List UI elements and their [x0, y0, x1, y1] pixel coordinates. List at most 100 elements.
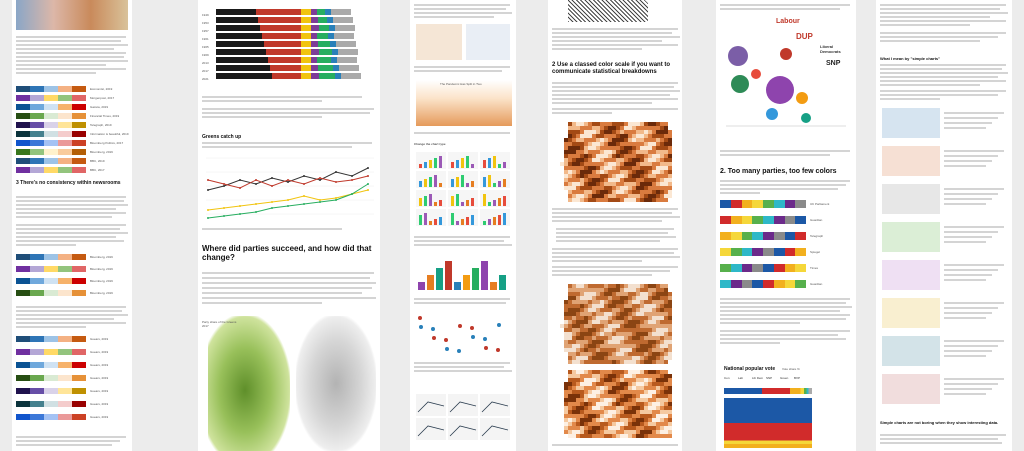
text-line: [202, 228, 342, 230]
county-cell: [648, 304, 652, 308]
palette-swatch: [741, 200, 753, 208]
article-column-4: 2 Use a classed color scale if you want …: [548, 0, 682, 451]
colored-bars-chart: [418, 261, 506, 290]
county-cell: [620, 398, 624, 402]
swatch-color: [44, 266, 58, 272]
bar-segment: [333, 65, 339, 71]
swatch-color: [30, 414, 44, 420]
county-cell: [624, 418, 628, 422]
palette-swatch: [784, 280, 796, 288]
county-cell: [592, 162, 596, 166]
county-cell: [612, 158, 616, 162]
county-cell: [656, 370, 660, 374]
thumb-bar: [419, 198, 422, 206]
county-cell: [568, 426, 572, 430]
county-cell: [628, 340, 632, 344]
text-line: [944, 350, 992, 352]
palette-swatch: [720, 264, 731, 272]
swatch-color: [30, 290, 44, 296]
county-cell: [568, 434, 572, 438]
county-cell: [660, 378, 664, 382]
swatch-color: [30, 336, 44, 342]
county-cell: [648, 300, 652, 304]
text-line: [720, 318, 846, 320]
county-cell: [652, 426, 656, 430]
bar-segment: [256, 9, 301, 15]
text-line: [556, 228, 674, 230]
county-cell: [576, 194, 580, 198]
county-cell: [640, 138, 644, 142]
text-line: [202, 292, 362, 294]
text-line: [880, 4, 1006, 6]
county-cell: [616, 186, 620, 190]
county-cell: [572, 390, 576, 394]
county-cell: [632, 304, 636, 308]
county-cell: [572, 332, 576, 336]
text-line: [880, 434, 1006, 436]
county-cell: [604, 320, 608, 324]
county-cell: [632, 418, 636, 422]
thumb-bar: [493, 156, 496, 168]
county-cell: [588, 360, 592, 364]
county-cell: [568, 174, 572, 178]
county-cell: [608, 430, 612, 434]
county-cell: [620, 174, 624, 178]
county-cell: [584, 434, 588, 438]
thumb-bar: [488, 202, 491, 206]
county-cell: [616, 284, 620, 288]
county-cell: [660, 410, 664, 414]
palette-swatch: [720, 216, 731, 224]
county-cell: [608, 370, 612, 374]
text-line: [552, 208, 678, 210]
county-cell: [628, 410, 632, 414]
county-cell: [600, 434, 604, 438]
county-cell: [632, 336, 636, 340]
county-cell: [668, 316, 672, 320]
text-line: [944, 122, 992, 124]
text-line: [720, 314, 850, 316]
text-line: [944, 302, 1004, 304]
county-cell: [624, 284, 628, 288]
poll-subtitle: Vote share %: [782, 367, 800, 371]
county-cell: [640, 182, 644, 186]
county-cell: [664, 162, 668, 166]
county-cell: [648, 170, 652, 174]
article-column-6: What I mean by "simple charts" Simple ch…: [876, 0, 1012, 451]
county-cell: [608, 348, 612, 352]
county-cell: [620, 370, 624, 374]
county-cell: [576, 190, 580, 194]
poll-party-label: Con: [724, 376, 730, 380]
county-cell: [600, 336, 604, 340]
county-cell: [664, 390, 668, 394]
swatch-color: [58, 362, 72, 368]
county-cell: [608, 150, 612, 154]
county-cell: [564, 430, 568, 434]
text-line: [944, 383, 998, 385]
county-cell: [624, 134, 628, 138]
county-cell: [644, 130, 648, 134]
county-cell: [584, 308, 588, 312]
county-cell: [616, 336, 620, 340]
swatch-color: [30, 113, 44, 119]
county-cell: [616, 138, 620, 142]
county-cell: [568, 166, 572, 170]
chart-thumbnail: [882, 336, 940, 366]
text-line: [552, 44, 678, 46]
text-line: [414, 298, 510, 300]
county-cell: [584, 170, 588, 174]
county-cell: [564, 166, 568, 170]
county-cell: [568, 406, 572, 410]
county-cell: [656, 402, 660, 406]
text-line: [944, 355, 986, 357]
county-cell: [640, 304, 644, 308]
county-cell: [624, 356, 628, 360]
bar-segment: [311, 9, 317, 15]
swatch-color: [72, 362, 86, 368]
county-cell: [580, 138, 584, 142]
county-cell: [632, 316, 636, 320]
county-cell: [628, 378, 632, 382]
county-cell: [636, 122, 640, 126]
county-cell: [644, 166, 648, 170]
county-cell: [584, 398, 588, 402]
county-cell: [596, 352, 600, 356]
